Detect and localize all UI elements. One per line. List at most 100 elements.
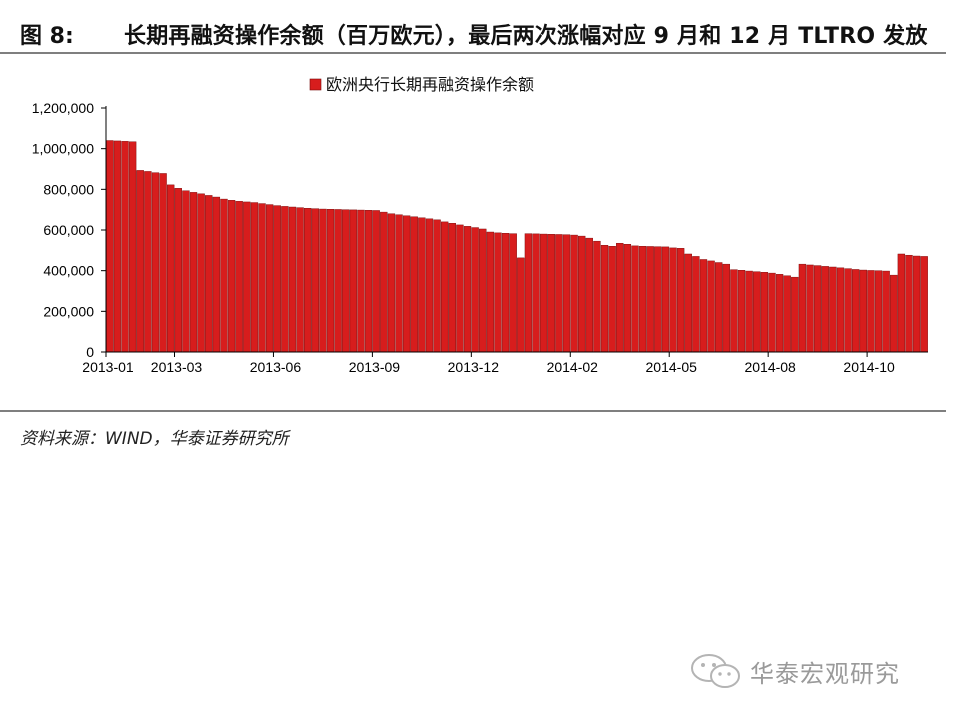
bar bbox=[532, 233, 540, 353]
bar bbox=[844, 268, 852, 353]
bar bbox=[707, 260, 715, 353]
bar bbox=[737, 270, 746, 353]
bar bbox=[608, 246, 616, 353]
bar bbox=[364, 210, 373, 353]
bar bbox=[562, 234, 571, 353]
bar bbox=[912, 255, 921, 353]
bar bbox=[547, 234, 555, 353]
bar bbox=[882, 270, 890, 353]
bar bbox=[578, 235, 586, 353]
bar bbox=[159, 173, 167, 353]
bar bbox=[128, 141, 137, 353]
bar bbox=[631, 245, 639, 353]
bar bbox=[205, 195, 213, 353]
source-divider bbox=[0, 410, 946, 412]
bar bbox=[220, 198, 228, 353]
bar bbox=[357, 209, 365, 353]
legend-swatch bbox=[309, 78, 322, 91]
x-tick-label: 2013-09 bbox=[349, 359, 401, 375]
bar bbox=[380, 211, 388, 353]
figure-header: 图 8: 长期再融资操作余额（百万欧元），最后两次涨幅对应 9 月和 12 月 … bbox=[0, 14, 960, 50]
bar bbox=[753, 271, 761, 353]
bar bbox=[501, 233, 510, 353]
bar bbox=[623, 244, 632, 353]
bar bbox=[646, 246, 654, 353]
x-tick-label: 2013-01 bbox=[82, 359, 134, 375]
bar bbox=[273, 205, 281, 353]
y-tick-label: 600,000 bbox=[43, 222, 94, 238]
legend-label: 欧洲央行长期再融资操作余额 bbox=[326, 75, 534, 94]
x-tick-label: 2013-06 bbox=[250, 359, 302, 375]
bar bbox=[151, 172, 160, 353]
bar bbox=[555, 234, 563, 353]
bar bbox=[806, 264, 814, 353]
bar bbox=[539, 233, 548, 353]
bar bbox=[334, 209, 342, 353]
watermark: 华泰宏观研究 bbox=[690, 654, 900, 688]
source-note: 资料来源：WIND，华泰证券研究所 bbox=[20, 429, 289, 449]
bar bbox=[897, 253, 906, 353]
bar-chart: 欧洲央行长期再融资操作余额 0 200,000 400,000 600,000 800,… bbox=[32, 75, 928, 375]
bar bbox=[463, 226, 472, 353]
bar bbox=[296, 207, 304, 353]
bar bbox=[174, 188, 182, 353]
x-tick-label: 2013-03 bbox=[151, 359, 203, 375]
bar bbox=[243, 201, 251, 353]
y-tick-label: 1,200,000 bbox=[32, 100, 94, 116]
bar bbox=[441, 221, 449, 353]
bar bbox=[699, 259, 708, 353]
bar bbox=[783, 275, 791, 353]
bar bbox=[768, 272, 776, 353]
x-tick-label: 2014-02 bbox=[547, 359, 599, 375]
bar bbox=[182, 190, 190, 353]
bar-series bbox=[106, 140, 928, 353]
bar bbox=[136, 170, 144, 353]
bar bbox=[456, 224, 464, 353]
bar bbox=[258, 203, 266, 353]
bar bbox=[250, 202, 259, 353]
bar bbox=[570, 234, 578, 353]
bar bbox=[509, 233, 517, 353]
bar bbox=[197, 193, 205, 353]
bar bbox=[448, 223, 456, 353]
bar bbox=[402, 215, 411, 353]
bar bbox=[661, 246, 670, 353]
bar bbox=[304, 208, 312, 353]
bar bbox=[859, 269, 867, 353]
bar bbox=[654, 246, 662, 353]
bar bbox=[791, 276, 799, 353]
bar bbox=[227, 200, 236, 353]
bar bbox=[638, 246, 647, 353]
bar bbox=[425, 218, 434, 353]
bar bbox=[730, 269, 738, 353]
bar bbox=[113, 140, 122, 353]
bar bbox=[836, 267, 845, 353]
bar bbox=[121, 141, 129, 353]
bar bbox=[395, 214, 403, 353]
bar bbox=[494, 232, 502, 353]
bar bbox=[235, 201, 243, 353]
bar bbox=[517, 257, 525, 353]
bar bbox=[600, 245, 609, 353]
bar bbox=[676, 248, 685, 353]
bar bbox=[189, 192, 198, 353]
y-tick-label: 800,000 bbox=[43, 181, 94, 197]
bar bbox=[775, 274, 784, 353]
bar bbox=[479, 228, 487, 353]
bar bbox=[342, 209, 350, 353]
bar bbox=[692, 256, 700, 353]
bar bbox=[319, 208, 327, 353]
x-tick-label: 2014-05 bbox=[646, 359, 698, 375]
x-tick-label: 2014-08 bbox=[744, 359, 796, 375]
bar bbox=[106, 140, 114, 353]
bar bbox=[585, 237, 593, 353]
bar bbox=[524, 233, 533, 353]
bar bbox=[745, 270, 753, 353]
bar bbox=[920, 256, 928, 353]
bar bbox=[867, 270, 875, 353]
bar bbox=[829, 266, 837, 353]
x-axis: 2013-01 2013-03 2013-06 2013-09 2013-12 2014-… bbox=[82, 351, 928, 375]
bar bbox=[281, 206, 289, 353]
chart-legend: 欧洲央行长期再融资操作余额 bbox=[309, 75, 534, 94]
wechat-icon bbox=[691, 654, 740, 688]
